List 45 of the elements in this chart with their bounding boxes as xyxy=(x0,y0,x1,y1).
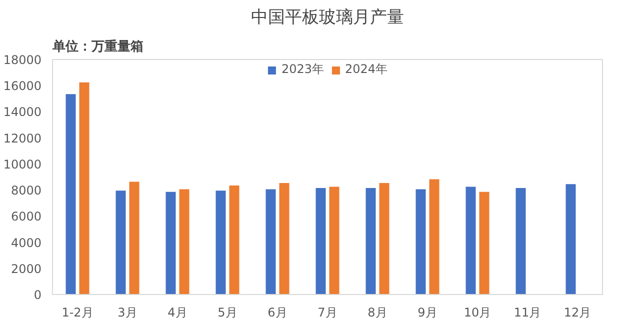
bar xyxy=(516,188,526,294)
y-tick-label: 14000 xyxy=(3,105,42,120)
bar xyxy=(129,182,140,294)
x-tick-label: 1-2月 xyxy=(62,306,94,320)
bar xyxy=(566,184,576,294)
bar xyxy=(466,186,476,294)
x-tick-label: 3月 xyxy=(118,306,138,320)
bar xyxy=(316,188,326,294)
bar xyxy=(379,183,390,294)
y-tick-label: 2000 xyxy=(10,262,42,276)
bar xyxy=(366,188,376,294)
legend-label: 2024年 xyxy=(345,61,388,78)
y-tick-label: 18000 xyxy=(3,53,42,67)
y-tick-label: 8000 xyxy=(10,184,42,198)
y-tick-label: 12000 xyxy=(3,131,42,146)
bar xyxy=(79,82,90,294)
bar xyxy=(116,190,126,294)
y-tick-label: 16000 xyxy=(3,79,42,94)
x-tick-label: 12月 xyxy=(564,306,592,320)
x-tick-label: 10月 xyxy=(464,306,492,320)
chart-title: 中国平板玻璃月产量 xyxy=(251,8,404,28)
x-tick-label: 5月 xyxy=(218,306,238,320)
bar xyxy=(416,189,426,294)
bar xyxy=(216,190,226,294)
bar xyxy=(179,189,190,294)
bar xyxy=(66,94,76,294)
x-tick-label: 7月 xyxy=(318,306,338,320)
x-tick-label: 6月 xyxy=(268,306,288,320)
x-tick-label: 4月 xyxy=(168,306,188,320)
x-tick-label: 9月 xyxy=(418,306,438,320)
bar xyxy=(166,192,176,294)
bar xyxy=(429,179,440,294)
y-tick-label: 4000 xyxy=(10,236,42,250)
bar xyxy=(329,186,340,294)
y-axis-title: 单位：万重量箱 xyxy=(52,38,144,54)
y-tick-label: 10000 xyxy=(3,157,42,172)
y-tick-label: 6000 xyxy=(10,210,42,224)
bar xyxy=(279,183,290,294)
x-tick-label: 11月 xyxy=(514,306,542,320)
legend-label: 2023年 xyxy=(281,61,324,78)
bar xyxy=(229,185,240,294)
bar xyxy=(266,189,276,294)
bar xyxy=(479,192,490,294)
y-tick-label: 0 xyxy=(34,288,42,302)
x-tick-label: 8月 xyxy=(368,306,388,320)
